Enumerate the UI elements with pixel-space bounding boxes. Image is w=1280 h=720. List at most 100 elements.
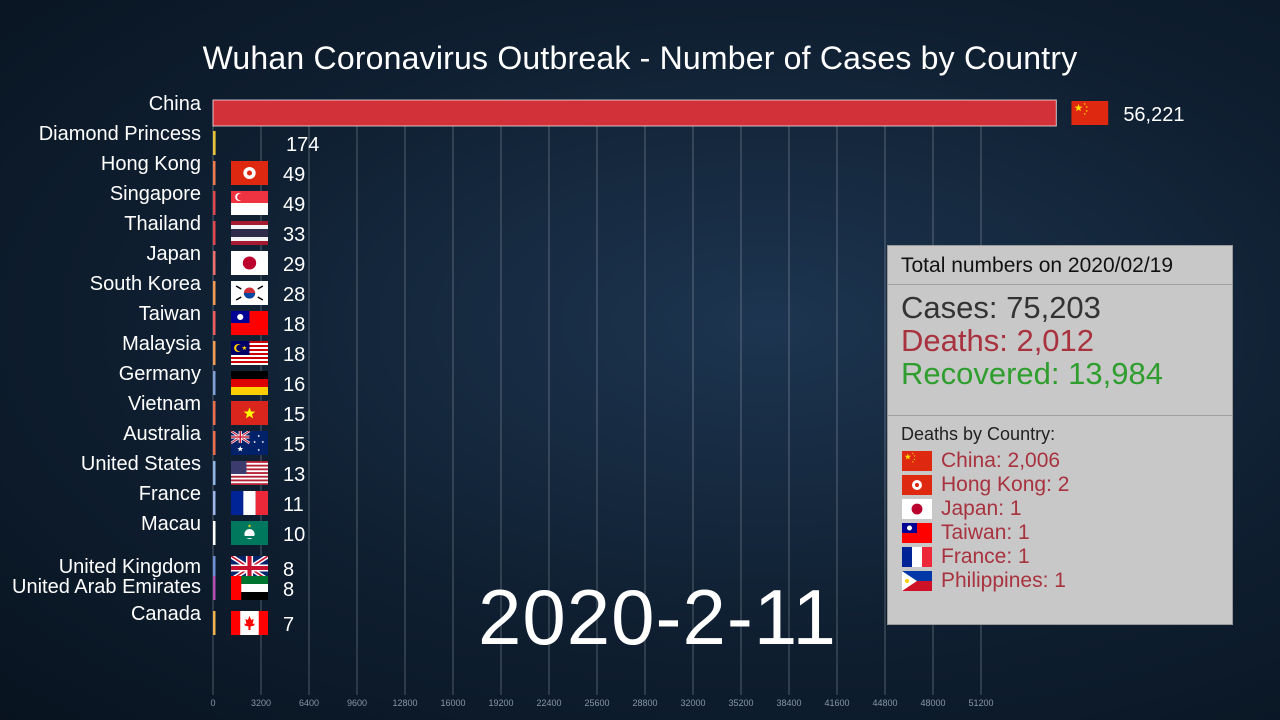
canada-flag-icon (231, 611, 268, 635)
category-label: France (139, 483, 201, 505)
total-cases: Cases: 75,203 (901, 290, 1101, 325)
value-label: 56,221 (1123, 104, 1184, 126)
bar (213, 131, 216, 155)
category-label: Taiwan (139, 303, 201, 325)
bar (213, 251, 216, 275)
x-tick-label: 32000 (680, 698, 705, 708)
value-label: 15 (283, 404, 305, 426)
value-label: 7 (283, 614, 294, 636)
category-label: United Kingdom (59, 556, 201, 578)
current-date-label: 2020-2-11 (478, 573, 837, 661)
value-label: 8 (283, 579, 294, 601)
bar (213, 161, 216, 185)
death-row: France: 1 (888, 545, 1232, 569)
united-states-flag-icon (231, 461, 268, 485)
malaysia-flag-icon (231, 341, 268, 365)
value-label: 15 (283, 434, 305, 456)
category-label: Diamond Princess (39, 123, 201, 145)
category-label: Thailand (124, 213, 201, 235)
x-tick-label: 28800 (632, 698, 657, 708)
japan-flag-icon (231, 251, 268, 275)
category-label: United States (81, 453, 201, 475)
x-tick-label: 38400 (776, 698, 801, 708)
bar (213, 611, 216, 635)
x-tick-label: 6400 (299, 698, 319, 708)
x-tick-label: 16000 (440, 698, 465, 708)
value-label: 10 (283, 524, 305, 546)
category-label: Macau (141, 513, 201, 535)
x-tick-label: 41600 (824, 698, 849, 708)
x-tick-label: 12800 (392, 698, 417, 708)
value-label: 174 (286, 134, 319, 156)
bar (213, 491, 216, 515)
value-label: 11 (283, 494, 304, 516)
x-tick-label: 19200 (488, 698, 513, 708)
death-row: Japan: 1 (888, 497, 1232, 521)
japan-flag-icon (902, 499, 932, 519)
death-row: China: 2,006 (888, 449, 1232, 473)
x-tick-label: 25600 (584, 698, 609, 708)
category-label: United Arab Emirates (12, 576, 201, 598)
category-label: Malaysia (122, 333, 202, 355)
philippines-flag-icon (902, 571, 932, 591)
bar (213, 401, 216, 425)
x-tick-label: 0 (210, 698, 215, 708)
category-label: Canada (131, 603, 202, 625)
value-label: 28 (283, 284, 305, 306)
x-tick-label: 44800 (872, 698, 897, 708)
taiwan-flag-icon (902, 523, 932, 543)
bar (212, 99, 1057, 127)
death-row-text: France: 1 (941, 545, 1030, 568)
death-row: Taiwan: 1 (888, 521, 1232, 545)
bar (213, 311, 216, 335)
category-label: Germany (119, 363, 201, 385)
value-label: 16 (283, 374, 305, 396)
deaths-by-country-list: China: 2,006 Hong Kong: 2 Japan: 1 Taiwa… (888, 449, 1232, 593)
bar (213, 576, 216, 600)
totals-stats: Cases: 75,203 Deaths: 2,012 Recovered: 1… (888, 285, 1232, 416)
category-label: Singapore (110, 183, 201, 205)
death-row-text: Hong Kong: 2 (941, 473, 1070, 496)
bar (213, 341, 216, 365)
value-label: 8 (283, 559, 294, 581)
australia-flag-icon (231, 431, 268, 455)
deaths-by-country-heading: Deaths by Country: (901, 424, 1056, 444)
death-row-text: Taiwan: 1 (941, 521, 1030, 544)
value-label: 33 (283, 224, 305, 246)
vietnam-flag-icon (231, 401, 268, 425)
bar (213, 191, 216, 215)
category-label: Australia (123, 423, 202, 445)
death-row: Hong Kong: 2 (888, 473, 1232, 497)
category-label: China (149, 93, 202, 115)
death-row-text: China: 2,006 (941, 449, 1061, 472)
total-recovered: Recovered: 13,984 (901, 356, 1163, 391)
macau-flag-icon (231, 521, 268, 545)
china-flag-icon (1071, 101, 1109, 125)
bar-layer: China 56,221 Diamond Princess 174 Hong Kong 4… (12, 93, 1184, 636)
death-row-text: Philippines: 1 (941, 569, 1066, 592)
bar (213, 431, 216, 455)
south-korea-flag-icon (231, 281, 268, 305)
category-label: Vietnam (128, 393, 201, 415)
category-label: South Korea (90, 273, 202, 295)
value-label: 49 (283, 194, 305, 216)
value-label: 49 (283, 164, 305, 186)
death-row-text: Japan: 1 (941, 497, 1022, 520)
totals-panel: Total numbers on 2020/02/19 Cases: 75,20… (887, 245, 1233, 625)
category-label: Japan (147, 243, 202, 265)
france-flag-icon (231, 491, 268, 515)
x-tick-label: 9600 (347, 698, 367, 708)
value-label: 18 (283, 344, 305, 366)
france-flag-icon (902, 547, 932, 567)
bar (213, 281, 216, 305)
x-tick-label: 22400 (536, 698, 561, 708)
value-label: 29 (283, 254, 305, 276)
bar (213, 461, 216, 485)
value-label: 13 (283, 464, 305, 486)
chart-title: Wuhan Coronavirus Outbreak - Number of C… (202, 40, 1078, 76)
thailand-flag-icon (231, 221, 268, 245)
x-tick-label: 51200 (968, 698, 993, 708)
totals-heading: Total numbers on 2020/02/19 (888, 246, 1232, 285)
